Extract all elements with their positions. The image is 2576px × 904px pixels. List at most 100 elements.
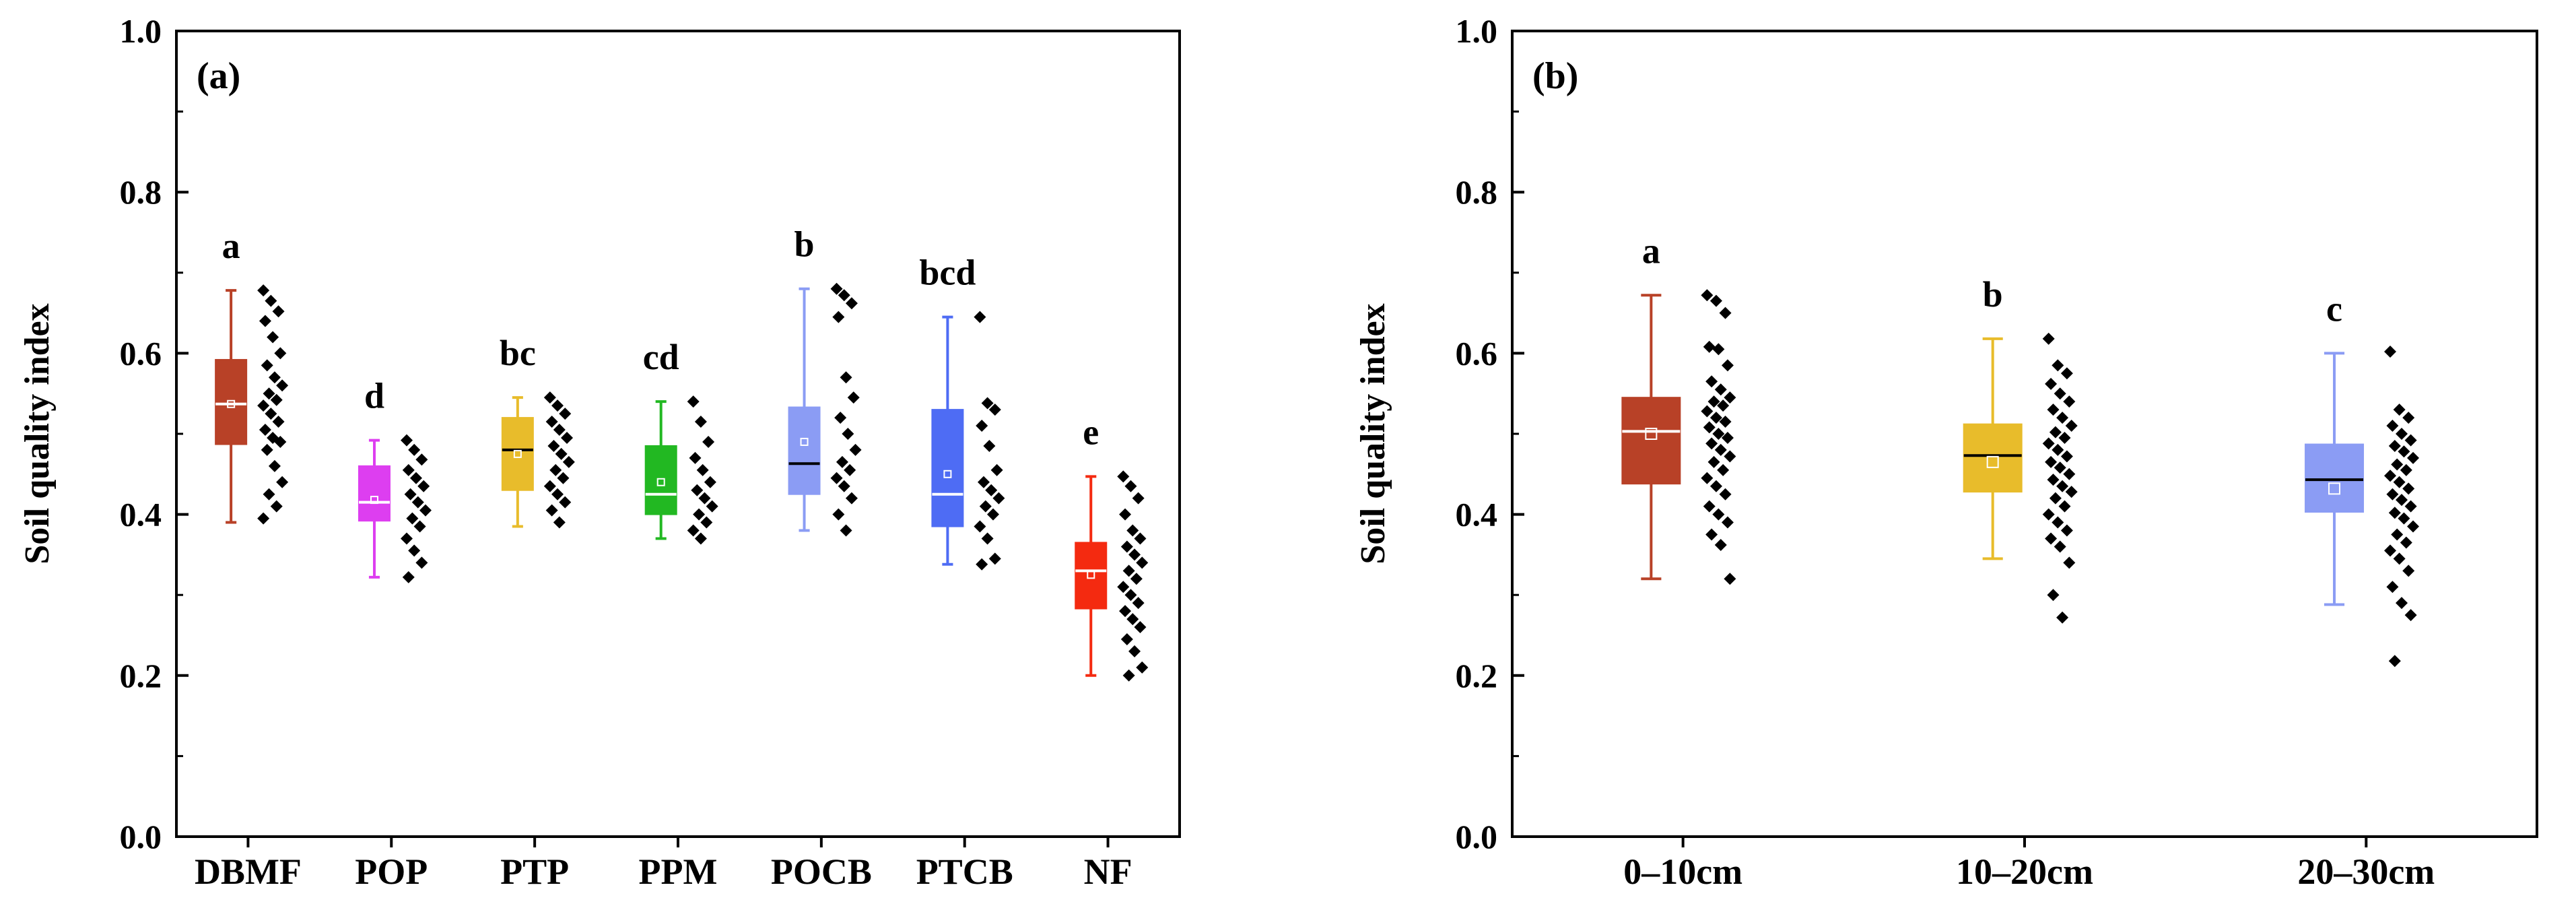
data-point [978,476,990,488]
data-point [838,480,850,492]
data-point [1134,621,1147,634]
significance-letter: cd [643,337,679,377]
significance-letter: b [794,224,815,265]
box-0 [215,358,248,445]
mean-marker [1986,455,1999,468]
data-point [2396,494,2408,507]
significance-letter: bc [500,333,536,373]
mean-marker [513,449,522,458]
data-point [2396,597,2408,610]
mean-marker [943,470,952,478]
data-point [1117,470,1130,483]
y-tick-label: 0.0 [120,818,162,855]
data-point [842,428,854,440]
data-point [270,500,283,513]
data-point [706,500,718,513]
data-point [983,439,996,452]
data-point [561,431,574,444]
data-point [545,416,558,428]
data-point [1724,573,1736,585]
data-point [408,544,421,557]
data-point [559,496,572,509]
data-point [2384,346,2397,358]
x-tick-label: PTP [500,851,569,892]
data-point [545,504,558,517]
data-point [1719,306,1732,319]
data-point [257,399,270,412]
data-point [1721,516,1734,529]
data-point [830,472,843,484]
data-point [413,520,426,533]
data-point [1714,443,1727,456]
data-point [976,558,988,571]
data-point [1124,480,1137,492]
data-point [2058,500,2071,513]
box-4 [788,406,821,495]
data-point [974,311,986,323]
data-point [1703,500,1716,513]
box-1 [358,465,391,522]
data-point [2407,451,2420,464]
data-point [543,391,556,404]
data-point [2391,458,2404,471]
data-point [2049,426,2062,439]
mean-marker [370,496,378,505]
data-point [400,434,413,447]
data-point [1724,391,1736,404]
data-point [2386,420,2399,432]
data-point [981,532,994,545]
box-2 [501,417,534,491]
plot-frame [175,30,1181,838]
data-point [1128,548,1141,561]
data-point [402,463,415,476]
data-point [2060,524,2073,537]
data-point [694,532,707,545]
data-point [693,508,706,521]
data-point [408,443,421,456]
data-point [1136,661,1149,674]
data-point [700,516,713,529]
data-point [979,500,992,513]
x-tick-label: POCB [771,851,872,892]
data-point [687,395,700,408]
data-point [689,451,702,464]
data-point [1705,437,1718,450]
data-point [551,399,564,412]
data-point [1130,573,1143,585]
data-point [1709,480,1722,492]
mean-marker [2328,482,2341,495]
data-point [557,472,570,484]
data-point [981,397,994,410]
data-point [409,472,422,484]
x-tick-label: 0–10cm [1623,851,1742,892]
x-tick-label: PTCB [916,851,1013,892]
box-3 [644,445,677,515]
data-point [830,282,843,295]
y-tick-label: 0.4 [120,496,162,534]
data-point [2396,428,2408,440]
data-point [845,492,858,505]
significance-letter: bcd [919,253,976,293]
data-point [2386,581,2399,593]
data-point [988,552,1001,565]
data-point [2400,536,2412,549]
data-point [259,424,271,437]
panel-label: (a) [197,55,240,97]
data-point [272,416,285,428]
data-point [2388,439,2401,452]
data-point [985,484,998,496]
y-tick-label: 0.2 [120,657,162,695]
data-point [2065,420,2078,432]
data-point [990,463,1003,476]
data-point [2393,476,2406,488]
data-point [1120,633,1133,645]
data-point [259,315,271,327]
data-point [2052,359,2064,372]
data-point [2063,395,2076,408]
data-point [2054,387,2066,400]
mean-marker [800,437,809,446]
data-point [1703,421,1716,434]
data-point [2056,611,2069,624]
data-point [1117,581,1130,593]
data-point [2388,655,2401,668]
